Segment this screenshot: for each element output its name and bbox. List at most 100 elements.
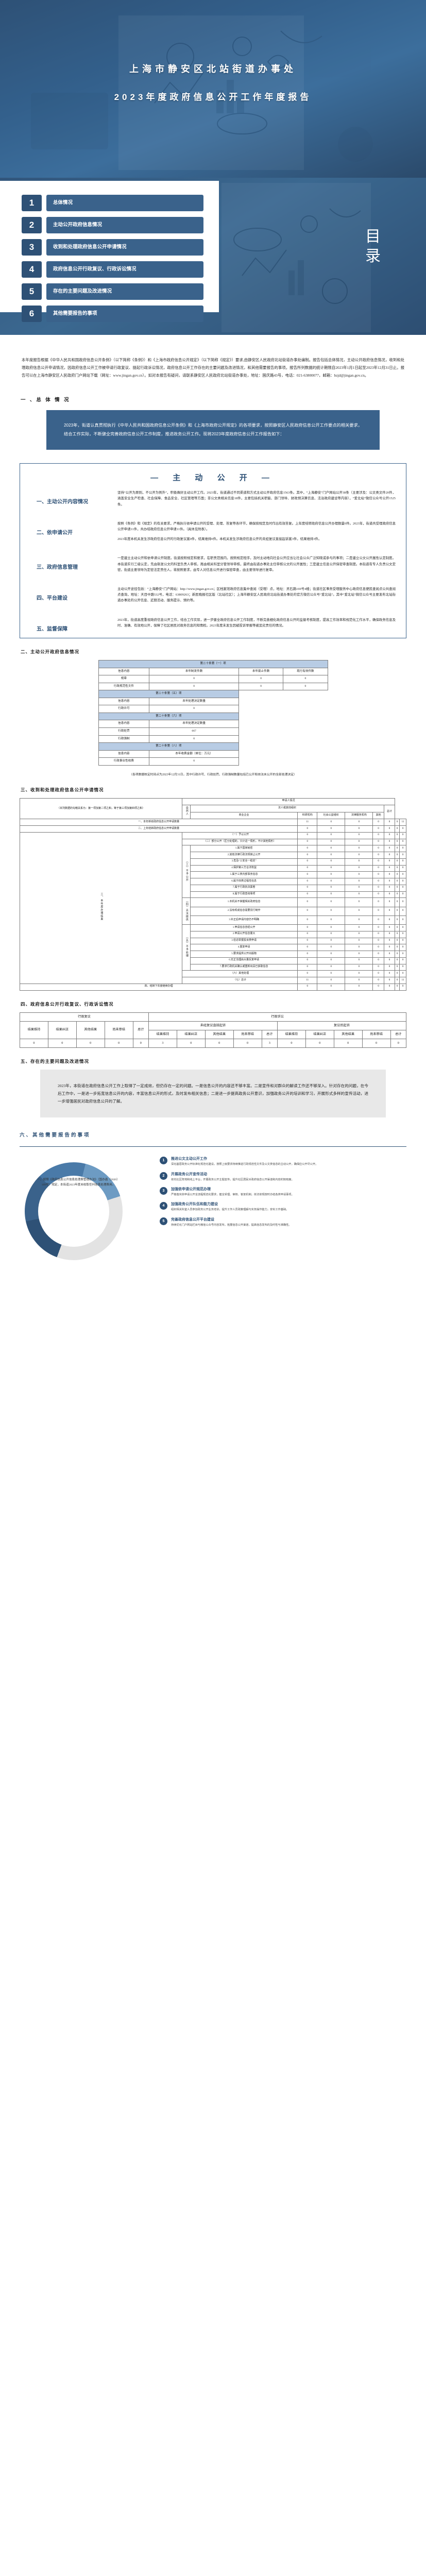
toc-doodle-graphics	[221, 183, 371, 332]
table-cell: 0	[317, 871, 346, 878]
toc-item-6[interactable]: 6 其他需要报告的事项	[22, 306, 203, 322]
section5-heading: 五、存在的主要问题及改进情况	[21, 1058, 90, 1064]
section6-card[interactable]: 3 加强依申请公开规范办理 严格落实依申请公开全流程规范化要求，健全受理、审核、答复…	[160, 1187, 406, 1197]
table-cell: 0	[399, 983, 406, 991]
card-description: 深化基层政务公开标准化规范化建设，按照上级要求持续推进行政规范性文件及公文类信息…	[171, 1163, 318, 1166]
table-cell: 0	[383, 970, 396, 977]
table-cell: 0	[317, 930, 346, 938]
section4-heading: 四、政府信息公开行政复议、行政诉讼情况	[21, 1001, 114, 1007]
table-cell: 0	[317, 970, 346, 977]
table-cell: 0	[345, 906, 373, 916]
table-cell: 0	[399, 937, 406, 945]
toc-label: 其他需要报告的事项	[46, 306, 203, 322]
table-cell: 11	[297, 819, 318, 826]
table-cell: 0	[149, 757, 239, 766]
table-cell: 行政处罚	[98, 727, 150, 736]
zhudong-para: 坚持“公开为原则，不公开为例外”，积极做好主动公开工作。2023年，街道通过不同…	[117, 491, 396, 506]
table-column-header-row: 信息内容 本年制发件数 本年废止件数 现行有效件数	[98, 667, 328, 676]
table-cell: 0	[399, 924, 406, 931]
table-cell: 0	[395, 951, 400, 958]
table-cell: 0	[317, 937, 346, 945]
table-cell: 0	[372, 865, 384, 872]
section6-card[interactable]: 1 推进公文主动公开工作 深化基层政务公开标准化规范化建设，按照上级要求持续推进行政…	[160, 1156, 406, 1166]
table-cell: 0	[317, 924, 346, 931]
table-row: 4.重复申请 0 0 0 0 0 0 0	[20, 944, 406, 951]
table-column-header: 商业企业	[190, 811, 298, 820]
table-cell: 0	[395, 878, 400, 885]
table-row: （六）其他处理 0 0 0 0 0 0 0	[20, 970, 406, 977]
table-cell: 0	[383, 838, 396, 846]
table-cell: 规章	[98, 675, 150, 683]
toc-item-1[interactable]: 1 总体情况	[22, 195, 203, 211]
table-cell: 0	[317, 983, 346, 991]
toc-item-4[interactable]: 4 政府信息公开行政复议、行政诉讼情况	[22, 261, 203, 278]
table-cell: 0	[372, 838, 384, 846]
table-cell: 0	[283, 682, 328, 691]
table-cell: 0	[399, 897, 406, 907]
table-cell: 0	[372, 951, 384, 958]
table-section-title: 第二十条第（一）项	[98, 660, 328, 668]
table-cell: 0	[372, 819, 384, 826]
table-cell: 0	[395, 897, 400, 907]
table-row-label: 4.重复申请	[190, 944, 298, 951]
zhudong-row-body: 主动公开途径包括：“上海静安”门户网站：http://www.jingan.go…	[117, 586, 399, 608]
toc-item-3[interactable]: 3 收到和处理政府信息公开申请情况	[22, 239, 203, 256]
table-cell: 0	[149, 682, 239, 691]
table-cell: 0	[395, 930, 400, 938]
table-cell: 0	[362, 1038, 391, 1048]
table-column-header: 本年收费金额（单位：万元）	[149, 750, 239, 758]
zhudong-banner-title: — 主 动 公 开 —	[150, 473, 276, 483]
table-cell: 11	[399, 819, 406, 826]
toc-label: 总体情况	[46, 195, 203, 211]
table-cell: 0	[383, 891, 396, 899]
toc-number: 5	[22, 283, 42, 300]
table-cell: 0	[317, 915, 346, 925]
table-column-header: 本年处理决定数量	[149, 697, 239, 706]
toc-heading-chinese: 目录	[365, 228, 382, 265]
table-cell: 0	[297, 825, 318, 833]
table-cell: 0	[399, 915, 406, 925]
table-column-header: 科研机构	[297, 811, 318, 820]
section2-table: 第二十条第（一）项 信息内容 本年制发件数 本年废止件数 现行有效件数 规章 0 0 0 行政规范…	[98, 660, 328, 766]
zhudong-row-5: 五、监督保障 2023年，街道高度重视政府信息公开工作，结合工作实际，进一步健全…	[20, 613, 406, 638]
table-row: （三）不予公开 1.属于国家秘密 0 0 0 0 0 0 0	[20, 845, 406, 899]
table-column-header: 法律服务机构	[345, 811, 373, 820]
table-row: 2.没有现成信息需要另行制作 0 0 0 0 0 0 0	[20, 906, 406, 916]
table-row: 行政许可 0	[98, 705, 328, 713]
table-row: 一、本年新收政府信息公开申请数量 11 0 0 0 0 0 11	[19, 819, 406, 826]
card-description: 依托社区阵地和线上平台，开展政务公开主题宣传，提升社区居民对政府信息公开渠道和内…	[171, 1178, 294, 1181]
table-cell: 0	[297, 865, 318, 872]
table-cell: 0	[149, 705, 239, 713]
table-cell: 0	[317, 819, 346, 826]
table-subgroup-label: （四）无法提供	[182, 897, 191, 925]
table-cell: 0	[297, 924, 318, 931]
table-cell: 0	[383, 924, 396, 931]
section6-card[interactable]: 2 开展政务公开宣传活动 依托社区阵地和线上平台，开展政务公开主题宣传，提升社区居民…	[160, 1172, 406, 1182]
table-cell: 0	[317, 825, 346, 833]
table-cell: 0	[297, 970, 318, 977]
section1-quote: 2023年，街道认真贯彻执行《中华人民共和国政府信息公开条例》和《上海市政府公开…	[46, 410, 380, 450]
section6-card-list: 1 推进公文主动公开工作 深化基层政务公开标准化规范化建设，按照上级要求持续推进行政…	[160, 1154, 406, 1227]
section6-card[interactable]: 5 完善政府信息公开平台建设 持续优化门户网站栏目与微信公众号内容发布，拓展信息公开…	[160, 1217, 406, 1227]
table-cell: 0	[317, 897, 346, 907]
table-header-row: （本列数据的勾稽关系为：第一项加第二项之和，等于第三项加第四项之和） 申请人情况	[20, 798, 406, 820]
table-cell: 0	[395, 858, 400, 866]
toc-item-2[interactable]: 2 主动公开政府信息情况	[22, 217, 203, 233]
table-column-header: 总计	[132, 1021, 149, 1039]
table-row-label: 四、结转下年度继续办理	[19, 983, 298, 991]
section6-card[interactable]: 4 加强政务公开队伍和能力建设 组织相关科室人员参加政务公开业务培训，提升工作人员政…	[160, 1201, 406, 1212]
table-column-header: 信息内容	[98, 697, 150, 706]
table-cell: 0	[297, 858, 318, 866]
table-subgroup-label: （三）不予公开	[182, 845, 191, 899]
table-column-header: 尚未审结	[104, 1021, 133, 1039]
table-column-header: 结果维持	[277, 1029, 306, 1039]
table-cell: 0	[345, 977, 373, 984]
table-column-header: 结果纠正	[176, 1029, 206, 1039]
table-cell: 0	[345, 983, 373, 991]
table-row-label: （二）部分公开（区分处理的，只计这一情形，不计其他情形）	[181, 838, 298, 846]
table-cell: 0	[383, 865, 396, 872]
zhudong-row-body: 2023年，街道高度重视政府信息公开工作，结合工作实际，进一步健全政府信息公开工…	[117, 617, 399, 633]
toc-label: 政府信息公开行政复议、行政诉讼情况	[46, 261, 203, 278]
table-row: 3.信访举报投诉类申请 0 0 0 0 0 0 0	[20, 937, 406, 945]
toc-item-5[interactable]: 5 存在的主要问题及改进情况	[22, 283, 203, 300]
